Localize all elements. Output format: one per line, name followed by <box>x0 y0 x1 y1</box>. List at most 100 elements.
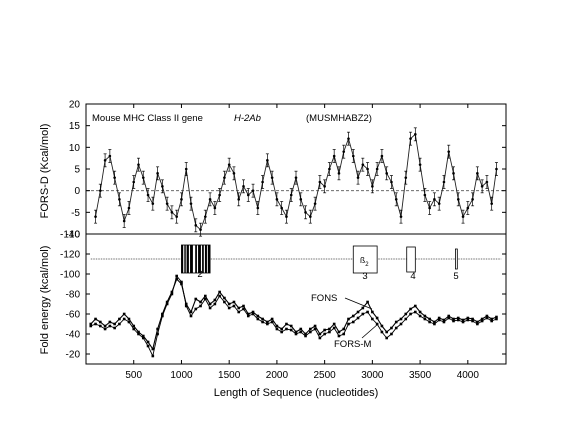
fors-m-point <box>318 336 322 340</box>
exon-2-stripe <box>198 245 201 273</box>
fors-d-point <box>208 198 212 201</box>
x-tick-label: 1000 <box>170 370 193 381</box>
fons-point <box>456 316 460 320</box>
fors-m-point <box>156 332 159 336</box>
fons-point <box>394 320 398 324</box>
fors-m-point <box>289 328 293 332</box>
exon-5-label: 5 <box>453 271 458 282</box>
beta-label: ß2 <box>360 255 369 268</box>
fors-m-point <box>433 322 436 326</box>
fors-d-point <box>113 176 116 179</box>
fors-m-point <box>418 314 422 318</box>
fors-m-point <box>161 314 164 318</box>
fors-d-point <box>237 198 241 201</box>
fors-d-point <box>323 185 326 188</box>
fors-m-point <box>127 320 131 324</box>
fors-m-point <box>342 332 346 336</box>
fors-d-point <box>251 189 255 192</box>
fors-d-point <box>218 193 221 197</box>
fons-point <box>170 290 174 294</box>
fors-d-point <box>490 202 493 205</box>
top-y-tick-label: 0 <box>74 186 80 197</box>
fors-d-series <box>94 127 498 237</box>
fons-pointer <box>344 297 373 310</box>
top-y-tick-label: -5 <box>71 208 80 219</box>
fors-m-point <box>246 314 250 318</box>
fors-m-point <box>89 324 93 328</box>
fors-m-point <box>137 332 140 336</box>
fons-point <box>108 320 112 324</box>
fors-d-point <box>242 185 245 188</box>
fons-point <box>294 330 298 334</box>
fons-point <box>122 312 126 316</box>
fons-point <box>409 307 412 311</box>
fors-d-point <box>456 198 460 201</box>
exon-2-stripe <box>186 245 189 273</box>
exon-2-label: 2 <box>197 269 202 280</box>
fors-d-point <box>189 202 193 205</box>
fors-m-pointer <box>361 323 379 339</box>
fors-d-point <box>466 206 470 210</box>
fors-m-point <box>328 330 331 334</box>
top-y-axis-label: FORS-D (Kcal/mol) <box>39 124 51 219</box>
fors-m-point <box>394 326 398 330</box>
exon-2-stripe <box>184 245 186 273</box>
fors-m-point <box>371 317 374 321</box>
fons-point <box>156 327 159 331</box>
fors-d-point <box>371 185 374 188</box>
fors-d-point <box>356 176 360 179</box>
fors-d-point <box>213 206 217 210</box>
fons-point <box>418 310 422 314</box>
fons-point <box>480 317 484 321</box>
fons-point <box>452 317 455 321</box>
fors-d-point <box>170 211 174 214</box>
fons-point <box>99 320 102 324</box>
fors-m-point <box>490 319 493 323</box>
fors-m-point <box>118 322 121 326</box>
exon-3-block <box>352 245 378 274</box>
fors-d-point <box>414 133 417 136</box>
fors-d-point <box>146 193 150 197</box>
fors-d-point <box>227 163 231 166</box>
x-tick-label: 500 <box>125 370 142 381</box>
fors-m-point <box>108 324 112 328</box>
fors-d-point <box>476 172 479 175</box>
fors-m-point <box>132 327 136 331</box>
fons-point <box>270 317 274 321</box>
fons-point <box>485 314 489 318</box>
fors-d-point <box>165 202 169 205</box>
fors-m-point <box>232 304 236 308</box>
fors-d-point <box>399 215 403 218</box>
fors-d-point <box>390 180 393 184</box>
fors-m-point <box>476 322 479 326</box>
fors-m-point <box>294 332 298 336</box>
fors-d-point <box>428 206 431 210</box>
bottom-y-tick-label: -140 <box>60 230 80 241</box>
fons-point <box>318 332 322 336</box>
fors-m-point <box>146 344 150 348</box>
x-axis: 500 1000 1500 2000 2500 3000 3500 4000 <box>125 104 479 381</box>
fons-point <box>342 327 346 331</box>
fors-d-point <box>280 206 283 210</box>
exon-2-stripe <box>202 245 204 273</box>
fons-point <box>466 316 470 320</box>
x-axis-label: Length of Sequence (nucleotides) <box>214 387 379 399</box>
fors-d-point <box>418 163 422 166</box>
fors-d-point <box>366 167 369 171</box>
fors-d-point <box>328 167 331 171</box>
fors-m-point <box>347 322 350 326</box>
fons-label: FONS <box>311 293 337 304</box>
fons-point <box>299 327 303 331</box>
fors-d-point <box>99 189 102 192</box>
fors-m-point <box>223 300 226 304</box>
top-y-tick-label: 10 <box>69 143 81 154</box>
fons-point <box>251 310 255 314</box>
fons-point <box>89 322 93 326</box>
fons-point <box>285 322 288 326</box>
exon-2-stripe <box>190 245 193 273</box>
fors-m-point <box>280 330 283 334</box>
fors-m-point <box>437 318 441 322</box>
fons-point <box>232 300 236 304</box>
fors-m-point <box>404 317 408 321</box>
